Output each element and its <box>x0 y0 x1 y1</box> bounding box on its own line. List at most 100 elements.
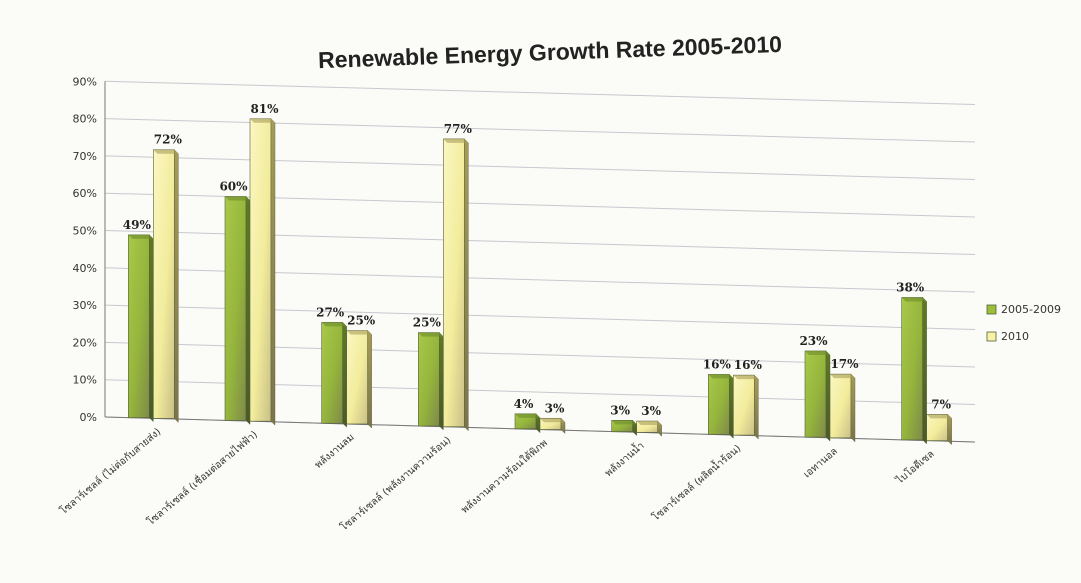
category-label: โซลาร์เซลล์ (ไม่ต่อกับสายส่ง) <box>57 425 163 517</box>
bar-top <box>515 413 540 418</box>
data-labels: 49%72%60%81%27%25% 25%77%4% 3% 3% 3%16% 16%23… <box>123 102 952 418</box>
y-tick-label: 50% <box>73 225 97 238</box>
bar-side <box>825 350 831 442</box>
bar-top <box>901 297 927 302</box>
category-label: โซลาร์เซลล์ (พลังงานความร้อน) <box>337 433 453 533</box>
data-label: 60% <box>219 179 248 193</box>
data-label: 3% <box>545 401 565 415</box>
gridline <box>104 118 976 143</box>
bar-2005-2009-7 <box>804 350 831 442</box>
bar-side <box>342 321 347 428</box>
bar-face <box>901 297 923 441</box>
data-label: 3% <box>610 403 630 417</box>
gridline <box>104 80 976 105</box>
bar-top <box>636 421 662 426</box>
bar-side <box>245 195 251 425</box>
bar-face <box>128 234 150 418</box>
y-tick-label: 60% <box>73 187 97 200</box>
bar-side <box>850 373 856 443</box>
y-tick-labels: 0% 10% 20% 30% 40% 50% 60% 70% 80% 90% <box>73 75 97 424</box>
bar-side <box>464 138 469 432</box>
category-label: พลังงานความร้อนใต้พิภพ <box>459 437 550 516</box>
bar-2005-2009-5 <box>611 419 637 437</box>
y-tick-label: 30% <box>73 299 97 312</box>
y-tick-label: 20% <box>73 336 97 349</box>
legend: 2005-2009 2010 <box>986 303 1061 343</box>
bar-side <box>947 413 952 446</box>
bar-side <box>922 296 927 445</box>
bar-side <box>174 149 179 423</box>
chart-title: Renewable Energy Growth Rate 2005-2010 <box>318 31 783 73</box>
bar-top <box>346 330 372 335</box>
data-label: 27% <box>316 305 345 319</box>
bar-2010-3 <box>443 138 469 432</box>
data-label: 49% <box>123 218 152 232</box>
bar-face <box>249 118 272 422</box>
bar-2010-2 <box>346 330 372 429</box>
gridline <box>104 155 976 180</box>
bar-2005-2009-6 <box>708 373 734 439</box>
bar-face <box>418 332 440 427</box>
bar-2005-2009-0 <box>128 234 154 423</box>
data-label: 25% <box>413 316 442 330</box>
bar-2010-1 <box>249 118 276 426</box>
data-label: 81% <box>250 102 279 116</box>
bar-side <box>535 413 541 434</box>
y-tick-label: 40% <box>73 262 97 275</box>
category-label: โซลาร์เซลล์ (เชื่อมต่อสายไฟฟ้า) <box>143 427 260 528</box>
bar-face <box>804 350 827 438</box>
bars <box>128 118 952 446</box>
bar-top <box>321 322 347 327</box>
data-label: 72% <box>154 133 183 147</box>
bar-top <box>611 420 637 425</box>
category-label: พลังงานลม <box>313 432 357 471</box>
bar-face <box>224 196 247 421</box>
bar-face <box>443 138 465 428</box>
bar-side <box>149 234 154 423</box>
bar-side <box>367 330 372 429</box>
bar-2005-2009-8 <box>901 296 927 445</box>
bar-2010-6 <box>733 374 759 440</box>
bar-face <box>321 322 343 424</box>
bar-face <box>153 149 175 419</box>
y-tick-label: 90% <box>73 75 97 88</box>
data-label: 16% <box>703 357 732 371</box>
bar-side <box>754 374 759 440</box>
data-label: 7% <box>931 397 951 411</box>
bar-face <box>708 374 730 435</box>
bar-2005-2009-1 <box>224 195 251 425</box>
bar-face <box>733 374 755 436</box>
legend-swatch <box>986 331 997 342</box>
bar-top <box>128 234 154 239</box>
legend-swatch <box>986 304 997 315</box>
bar-2005-2009-4 <box>514 413 541 434</box>
bar-2010-8 <box>926 413 952 446</box>
bar-2005-2009-2 <box>321 321 347 428</box>
bar-top <box>805 350 830 355</box>
y-tick-label: 80% <box>73 113 97 126</box>
category-label: เอทานอล <box>802 446 840 481</box>
bar-top <box>708 374 734 379</box>
bar-top <box>418 332 444 337</box>
y-tick-label: 70% <box>73 150 97 163</box>
data-label: 25% <box>347 314 376 328</box>
bar-2010-4 <box>539 417 566 434</box>
bar-2010-5 <box>636 420 662 437</box>
data-label: 38% <box>896 280 925 294</box>
bar-2005-2009-3 <box>418 332 444 431</box>
bar-top <box>540 418 565 423</box>
bar-top <box>926 414 952 419</box>
category-label: พลังงานน้ำ <box>601 438 646 479</box>
y-tick-label: 0% <box>80 411 97 424</box>
bar-2010-0 <box>153 149 179 423</box>
bar-face <box>346 330 368 425</box>
category-label: โซลาร์เซลล์ (ผลิตน้ำร้อน) <box>649 441 744 524</box>
bar-top <box>830 374 855 379</box>
bar-side <box>729 373 734 439</box>
data-label: 3% <box>641 404 661 418</box>
bar-top <box>443 138 469 143</box>
bar-face <box>829 373 852 439</box>
data-label: 17% <box>830 357 859 371</box>
category-label: ไบโอดีเซล <box>893 447 937 487</box>
